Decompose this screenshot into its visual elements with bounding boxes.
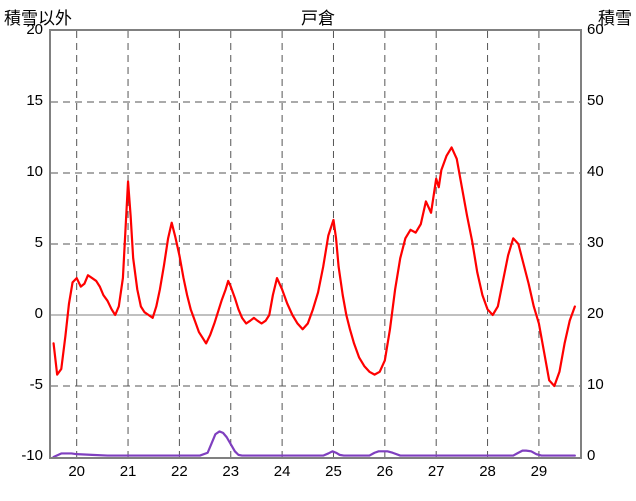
x-axis-tick-label: 29 [530,463,548,480]
y-axis-right-tick-label: 30 [587,234,604,251]
plot-area [49,29,582,459]
y-axis-right-tick-label: 0 [587,447,596,464]
x-axis-tick-label: 28 [479,463,496,480]
x-axis-tick-label: 24 [273,463,291,480]
x-axis-tick-label: 27 [427,463,445,480]
y-axis-right-tick-label: 10 [587,376,604,393]
y-axis-left-tick-label: 5 [34,234,43,251]
y-axis-left-tick-label: 20 [26,21,43,38]
y-axis-left-tick-label: 10 [26,163,43,180]
x-axis-tick-label: 20 [68,463,86,480]
x-axis-tick-label: 26 [376,463,394,480]
chart-title: 戸倉 [301,9,335,28]
x-axis-tick-label: 23 [222,463,240,480]
x-axis-tick-label: 22 [171,463,188,480]
y-axis-right-tick-label: 60 [587,21,604,38]
plot-svg [51,31,580,457]
y-axis-right-tick-label: 50 [587,92,604,109]
right-axis-title: 積雪 [598,9,632,28]
y-axis-left-tick-label: 15 [26,92,43,109]
y-axis-right-tick-label: 40 [587,163,604,180]
snow-depth-line [52,430,576,457]
y-axis-left-tick-label: 0 [34,305,43,322]
temperature-line [52,146,576,388]
y-axis-left-tick-label: -5 [29,376,43,393]
y-axis-left-tick-label: -10 [21,447,43,464]
y-axis-right-tick-label: 20 [587,305,604,322]
left-axis-title: 積雪以外 [4,9,72,28]
x-axis-tick-label: 25 [325,463,342,480]
x-axis-tick-label: 21 [119,463,137,480]
